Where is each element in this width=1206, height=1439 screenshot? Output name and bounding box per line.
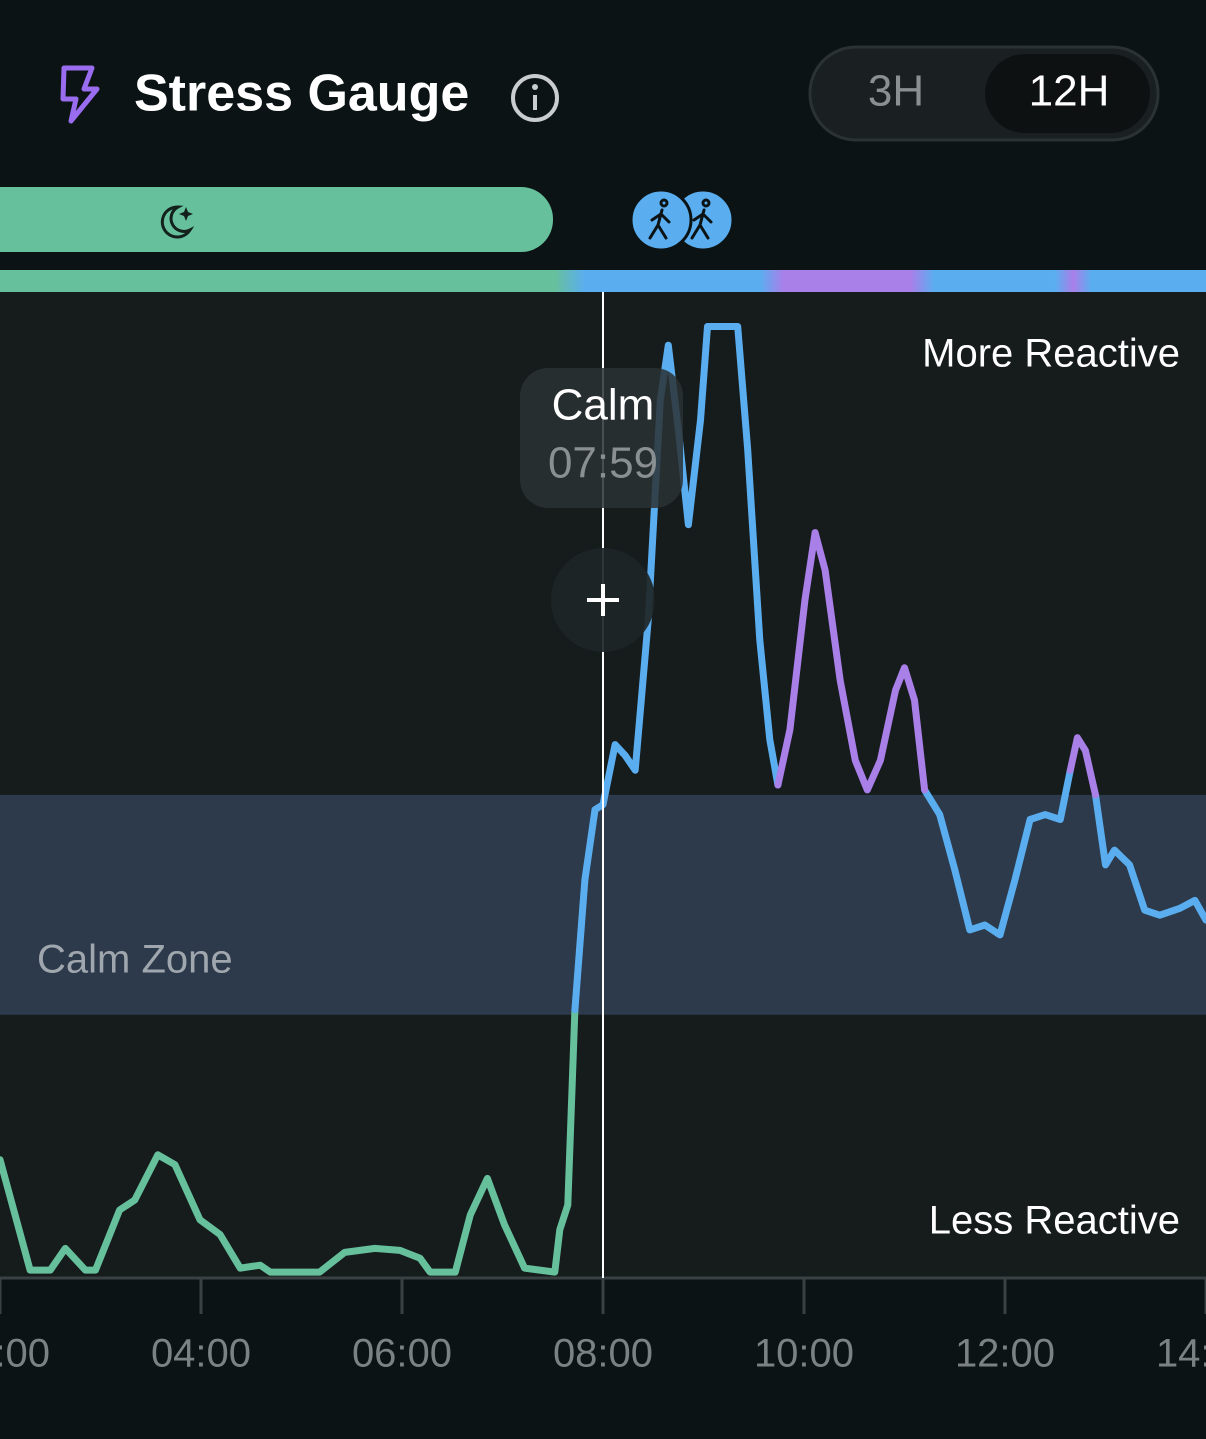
title: Stress Gauge [134, 65, 469, 123]
walk-badge [629, 188, 693, 252]
bottom-annotation: Less Reactive [929, 1199, 1180, 1243]
x-tick-label: 02:00 [0, 1332, 50, 1376]
state-strip [0, 270, 1206, 292]
x-tick-label: 12:00 [955, 1332, 1055, 1376]
x-tick-label: 08:00 [553, 1332, 653, 1376]
tab-3h[interactable]: 3H [868, 67, 924, 116]
calm-zone-label: Calm Zone [37, 938, 233, 982]
tooltip-label: Calm [552, 381, 655, 430]
selected-tab-bg [985, 54, 1150, 133]
stress-line [0, 1006, 579, 1276]
x-tick-label: 06:00 [352, 1332, 452, 1376]
info-dot [532, 84, 538, 90]
add-button[interactable] [551, 548, 655, 652]
info-button[interactable] [511, 74, 559, 122]
x-tick-label: 10:00 [754, 1332, 854, 1376]
walker [648, 198, 713, 240]
top-annotation: More Reactive [922, 332, 1180, 376]
stress-icon [60, 65, 100, 124]
moon-icon [160, 205, 195, 239]
x-tick-label: 14:00 [1156, 1332, 1206, 1376]
tab-12h[interactable]: 12H [1029, 67, 1110, 116]
walk-icons [629, 188, 735, 252]
sleep-bar [0, 187, 553, 252]
plus [587, 584, 619, 616]
stress-line [774, 529, 1099, 799]
x-tick-label: 04:00 [151, 1332, 251, 1376]
info-circle [511, 74, 559, 122]
tooltip-time: 07:59 [548, 439, 658, 488]
star-icon [179, 207, 193, 221]
tooltip [520, 368, 683, 508]
